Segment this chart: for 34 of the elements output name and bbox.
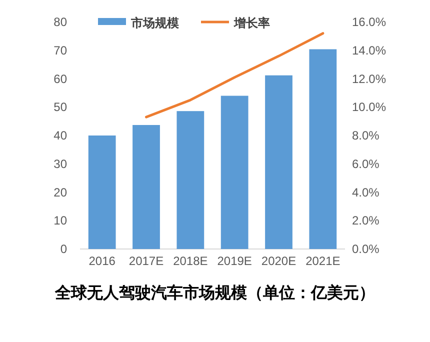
y-tick-label: 50	[54, 100, 68, 114]
bar	[132, 125, 160, 249]
x-tick-label: 2020E	[261, 254, 296, 268]
y-tick-label: 30	[54, 156, 68, 171]
bar	[176, 111, 204, 249]
y-tick-label: 80	[54, 15, 68, 29]
y2-tick-label: 2.0%	[352, 214, 380, 228]
legend-label: 增长率	[233, 16, 270, 30]
x-tick-label: 2018E	[173, 254, 208, 268]
x-tick-label: 2019E	[217, 254, 252, 268]
y2-tick-label: 16.0%	[352, 15, 386, 29]
y2-tick-label: 14.0%	[352, 43, 386, 58]
y2-tick-label: 10.0%	[352, 100, 386, 114]
y-tick-label: 60	[54, 72, 68, 86]
y2-tick-label: 6.0%	[352, 156, 380, 171]
y-tick-label: 0	[60, 242, 68, 256]
y-tick-label: 20	[54, 185, 68, 200]
y2-tick-label: 12.0%	[352, 72, 386, 86]
bar	[220, 96, 248, 249]
x-tick-label: 2016	[88, 254, 116, 268]
bar	[88, 136, 116, 249]
y2-tick-label: 4.0%	[352, 185, 380, 200]
x-tick-label: 2021E	[306, 254, 340, 268]
text: 全球无人驾驶汽车市场规模（单位：亿美元）	[54, 283, 375, 302]
bar	[309, 49, 337, 249]
bar	[265, 75, 292, 249]
y2-tick-label: 0.0%	[352, 242, 380, 256]
y-tick-label: 40	[54, 128, 68, 142]
y-tick-label: 10	[54, 214, 68, 228]
line-series	[145, 32, 324, 118]
y-tick-label: 70	[54, 43, 68, 58]
legend-label: 市场规模	[130, 16, 179, 30]
x-tick-label: 2017E	[128, 254, 164, 268]
y2-tick-label: 8.0%	[352, 128, 380, 142]
